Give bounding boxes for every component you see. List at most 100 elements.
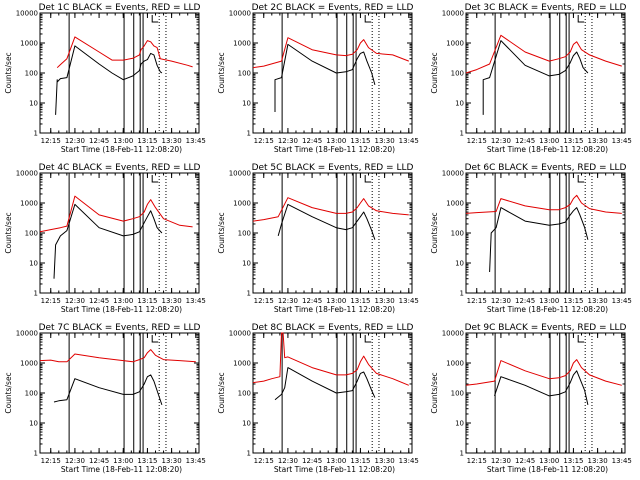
x-tick-label: 13:30 — [588, 297, 608, 305]
y-tick-label: 10 — [242, 100, 251, 108]
series-line-black — [489, 207, 589, 273]
y-tick-label: 10000 — [442, 170, 464, 178]
x-axis-label: Start Time (18-Feb-11 12:08:20) — [487, 465, 608, 474]
y-tick-label: 10000 — [16, 170, 38, 178]
x-axis-label: Start Time (18-Feb-11 12:08:20) — [61, 145, 182, 154]
x-tick-label: 12:30 — [278, 457, 298, 465]
y-tick-label: 1000 — [446, 200, 464, 208]
bracket-mark — [151, 15, 159, 23]
y-tick-label: 1 — [34, 130, 38, 138]
y-tick-label: 100 — [238, 230, 251, 238]
y-axis-label: Counts/sec — [430, 212, 439, 253]
y-tick-label: 1000 — [446, 40, 464, 48]
plot-frame — [252, 12, 413, 134]
y-tick-label: 10000 — [229, 170, 251, 178]
series-line-red — [39, 195, 193, 233]
x-axis-label: Start Time (18-Feb-11 12:08:20) — [274, 465, 395, 474]
series-line-black — [55, 45, 163, 115]
series-line-black — [274, 43, 376, 112]
x-axis-label: Start Time (18-Feb-11 12:08:20) — [487, 145, 608, 154]
x-tick-label: 13:45 — [399, 137, 419, 145]
y-axis-label: Counts/sec — [217, 52, 226, 93]
series-line-red — [465, 359, 622, 386]
y-tick-label: 10 — [242, 260, 251, 268]
bracket-mark — [577, 15, 585, 23]
panel-title: Det 3C BLACK = Events, RED = LLD — [465, 3, 627, 13]
plot-frame — [465, 172, 626, 294]
x-tick-label: 13:45 — [612, 457, 632, 465]
x-tick-label: 12:30 — [491, 137, 511, 145]
y-tick-label: 1000 — [233, 360, 251, 368]
x-tick-label: 13:15 — [350, 297, 370, 305]
y-tick-label: 1000 — [233, 200, 251, 208]
y-tick-label: 1 — [460, 450, 464, 458]
series-line-black — [53, 203, 163, 279]
plot-frame — [465, 12, 626, 134]
x-tick-label: 13:45 — [399, 297, 419, 305]
x-tick-label: 13:45 — [186, 457, 206, 465]
x-tick-label: 12:15 — [41, 297, 61, 305]
panel-5: Det 5C BLACK = Events, RED = LLD 1 10 100 10… — [217, 163, 419, 314]
bracket-mark — [364, 15, 372, 23]
x-tick-label: 13:00 — [326, 457, 346, 465]
x-tick-label: 12:45 — [302, 297, 322, 305]
x-axis-label: Start Time (18-Feb-11 12:08:20) — [274, 305, 395, 314]
plot-frame — [465, 332, 626, 454]
y-tick-label: 1000 — [20, 40, 38, 48]
y-axis-label: Counts/sec — [217, 372, 226, 413]
x-tick-label: 13:15 — [137, 457, 157, 465]
x-axis-label: Start Time (18-Feb-11 12:08:20) — [487, 305, 608, 314]
x-tick-label: 12:45 — [89, 457, 109, 465]
bracket-mark — [577, 175, 585, 183]
x-tick-label: 12:45 — [515, 457, 535, 465]
series-line-black — [274, 367, 376, 401]
panel-title: Det 8C BLACK = Events, RED = LLD — [252, 323, 414, 333]
x-tick-label: 13:30 — [162, 297, 182, 305]
y-tick-label: 1000 — [20, 360, 38, 368]
series-line-black — [482, 40, 589, 115]
series-line-red — [252, 37, 409, 69]
x-tick-label: 12:45 — [302, 457, 322, 465]
x-tick-label: 13:15 — [563, 457, 583, 465]
y-tick-label: 100 — [238, 70, 251, 78]
x-axis-label: Start Time (18-Feb-11 12:08:20) — [274, 145, 395, 154]
x-tick-label: 13:15 — [350, 457, 370, 465]
y-tick-label: 10000 — [229, 10, 251, 18]
x-tick-label: 13:45 — [612, 297, 632, 305]
x-tick-label: 12:15 — [467, 137, 487, 145]
y-tick-label: 100 — [25, 230, 38, 238]
x-tick-label: 12:30 — [491, 457, 511, 465]
plot-frame — [39, 12, 200, 134]
x-tick-label: 12:15 — [467, 297, 487, 305]
x-tick-label: 12:45 — [89, 137, 109, 145]
x-tick-label: 12:15 — [467, 457, 487, 465]
y-tick-label: 10000 — [16, 330, 38, 338]
x-tick-label: 12:15 — [41, 457, 61, 465]
panel-1: Det 1C BLACK = Events, RED = LLD 1 10 100 10… — [4, 3, 206, 154]
y-tick-label: 10000 — [442, 330, 464, 338]
x-tick-label: 13:15 — [137, 297, 157, 305]
y-tick-label: 100 — [238, 390, 251, 398]
x-tick-label: 12:45 — [89, 297, 109, 305]
series-line-red — [252, 197, 409, 222]
series-line-black — [277, 203, 376, 240]
panel-title: Det 2C BLACK = Events, RED = LLD — [252, 3, 414, 13]
x-tick-label: 12:30 — [491, 297, 511, 305]
x-tick-label: 12:45 — [302, 137, 322, 145]
y-tick-label: 1 — [247, 450, 251, 458]
series-line-black — [494, 370, 589, 406]
x-tick-label: 13:00 — [539, 457, 559, 465]
series-line-black — [53, 374, 163, 406]
x-tick-label: 12:15 — [254, 297, 274, 305]
y-tick-label: 10 — [455, 420, 464, 428]
x-tick-label: 13:15 — [563, 297, 583, 305]
y-tick-label: 10 — [455, 100, 464, 108]
x-tick-label: 13:00 — [326, 137, 346, 145]
x-tick-label: 12:15 — [254, 137, 274, 145]
y-axis-label: Counts/sec — [4, 372, 13, 413]
y-axis-label: Counts/sec — [4, 52, 13, 93]
y-tick-label: 1000 — [20, 200, 38, 208]
series-line-red — [252, 332, 409, 386]
y-tick-label: 100 — [25, 390, 38, 398]
